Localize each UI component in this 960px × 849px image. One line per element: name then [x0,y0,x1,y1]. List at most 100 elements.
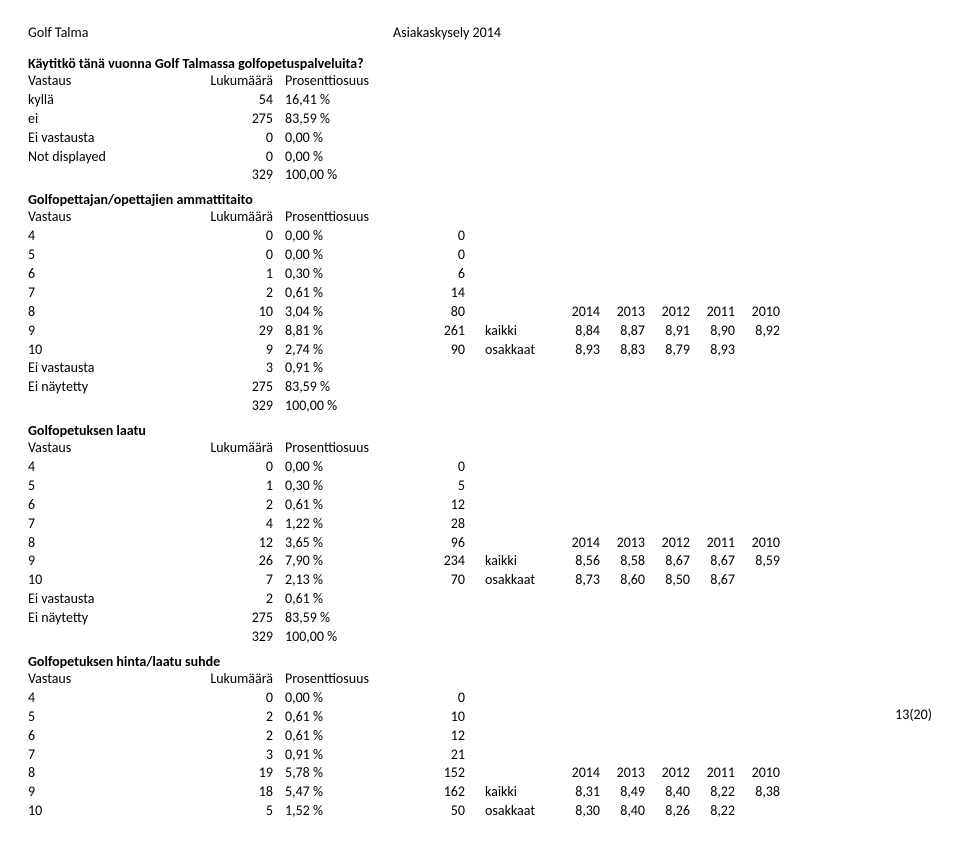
col-lukumaara: Lukumäärä [188,208,285,227]
col-vastaus: Vastaus [28,72,188,91]
table-row: 620,61 %12 [28,496,932,515]
row-tag: kaikki [485,552,555,571]
row-label: 8 [28,764,188,783]
year-header: 2014 [555,764,600,783]
table-row: 400,00 %0 [28,227,932,246]
year-header: 2014 [555,534,600,553]
year-value: 8,93 [555,341,600,360]
table-row: 1051,52 %50osakkaat8,308,408,268,22 [28,802,932,821]
row-count: 1 [188,477,285,496]
year-value: 8,83 [600,341,645,360]
row-count: 18 [188,783,285,802]
row-label: 8 [28,534,188,553]
row-count: 19 [188,764,285,783]
col-vastaus: Vastaus [28,670,188,689]
row-percent: 7,90 % [285,552,405,571]
row-label: 9 [28,322,188,341]
year-value: 8,67 [645,552,690,571]
row-label: 9 [28,552,188,571]
q1-block: Käytitkö tänä vuonna Golf Talmassa golfo… [28,55,932,185]
row-percent: 0,00 % [285,689,405,708]
year-value: 8,38 [735,783,780,802]
row-count: 2 [188,727,285,746]
row-label: 5 [28,246,188,265]
col-lukumaara: Lukumäärä [188,439,285,458]
year-header: 2010 [735,303,780,322]
q2-total: 329 100,00 % [28,397,932,416]
row-count: 0 [188,129,285,148]
row-percent: 0,61 % [285,727,405,746]
year-value: 8,31 [555,783,600,802]
row-tag: kaikki [485,783,555,802]
row-score: 152 [405,764,485,783]
table-row: 1072,13 %70osakkaat8,738,608,508,67 [28,571,932,590]
table-row: 610,30 %6 [28,265,932,284]
col-lukumaara: Lukumäärä [188,670,285,689]
row-count: 275 [188,378,285,397]
q3-title: Golfopetuksen laatu [28,422,932,439]
row-percent: 0,91 % [285,359,405,378]
q1-total: 329 100,00 % [28,166,932,185]
q3-block: Golfopetuksen laatu Vastaus Lukumäärä Pr… [28,422,932,647]
row-percent: 0,00 % [285,129,405,148]
q1-title: Käytitkö tänä vuonna Golf Talmassa golfo… [28,55,932,72]
year-value: 8,58 [600,552,645,571]
year-value [735,802,780,821]
row-percent: 0,00 % [285,458,405,477]
row-percent: 1,52 % [285,802,405,821]
row-percent: 3,65 % [285,534,405,553]
table-row: kyllä5416,41 % [28,91,932,110]
year-header: 2012 [645,534,690,553]
row-percent: 16,41 % [285,91,405,110]
row-percent: 0,61 % [285,284,405,303]
year-value: 8,87 [600,322,645,341]
row-label: 10 [28,802,188,821]
row-percent: 5,78 % [285,764,405,783]
row-percent: 2,13 % [285,571,405,590]
table-row: Ei vastausta20,61 % [28,590,932,609]
q3-total: 329 100,00 % [28,628,932,647]
row-label: 8 [28,303,188,322]
row-count: 2 [188,496,285,515]
table-row: ei27583,59 % [28,110,932,129]
year-value: 8,26 [645,802,690,821]
row-percent: 0,00 % [285,148,405,167]
row-score: 0 [405,227,485,246]
row-label: Ei vastausta [28,129,188,148]
row-score: 261 [405,322,485,341]
row-label: Ei vastausta [28,590,188,609]
row-label: Ei vastausta [28,359,188,378]
row-score: 12 [405,496,485,515]
row-count: 5 [188,802,285,821]
year-header: 2010 [735,534,780,553]
row-label: 7 [28,746,188,765]
row-label: 6 [28,496,188,515]
row-label: 7 [28,515,188,534]
q4-block: Golfopetuksen hinta/laatu suhde Vastaus … [28,653,932,821]
row-score: 0 [405,689,485,708]
year-value: 8,67 [690,552,735,571]
row-count: 0 [188,689,285,708]
column-header-row: Vastaus Lukumäärä Prosenttiosuus [28,670,932,689]
row-percent: 83,59 % [285,378,405,397]
table-row: Ei näytetty27583,59 % [28,609,932,628]
row-percent: 3,04 % [285,303,405,322]
year-value: 8,93 [690,341,735,360]
year-value: 8,22 [690,783,735,802]
table-row: 720,61 %14 [28,284,932,303]
table-row: 520,61 %10 [28,708,932,727]
row-score: 162 [405,783,485,802]
row-label: 4 [28,689,188,708]
year-value: 8,56 [555,552,600,571]
row-percent: 0,30 % [285,265,405,284]
row-percent: 0,61 % [285,590,405,609]
row-score: 90 [405,341,485,360]
table-row: 8103,04 %8020142013201220112010 [28,303,932,322]
year-value: 8,60 [600,571,645,590]
col-prosentti: Prosenttiosuus [285,208,405,227]
header-left-title: Golf Talma [28,24,393,41]
column-header-row: Vastaus Lukumäärä Prosenttiosuus [28,208,932,227]
year-value: 8,50 [645,571,690,590]
row-count: 26 [188,552,285,571]
year-value: 8,84 [555,322,600,341]
